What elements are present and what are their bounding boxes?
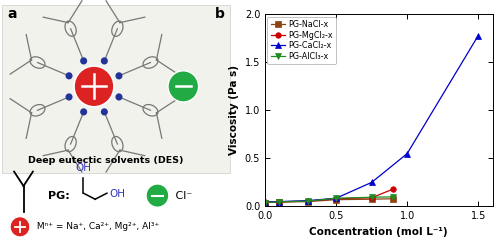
Line: PG-MgCl₂-x: PG-MgCl₂-x	[262, 186, 396, 205]
PG-CaCl₂-x	[476, 34, 482, 37]
PG-AlCl₃-x	[368, 196, 374, 199]
PG-MgCl₂-x	[276, 200, 282, 203]
PG-NaCl-x	[304, 200, 310, 203]
Circle shape	[66, 93, 72, 101]
Circle shape	[80, 57, 87, 65]
Legend: PG-NaCl-x, PG-MgCl₂-x, PG-CaCl₂-x, PG-AlCl₃-x: PG-NaCl-x, PG-MgCl₂-x, PG-CaCl₂-x, PG-Al…	[268, 17, 336, 64]
PG-CaCl₂-x	[333, 197, 339, 200]
Circle shape	[116, 93, 122, 101]
Text: OH: OH	[76, 163, 92, 173]
Circle shape	[101, 57, 108, 65]
PG-NaCl-x	[390, 197, 396, 200]
Line: PG-AlCl₃-x: PG-AlCl₃-x	[262, 194, 396, 205]
PG-AlCl₃-x	[390, 195, 396, 198]
PG-CaCl₂-x	[404, 152, 410, 155]
FancyBboxPatch shape	[2, 5, 230, 173]
PG-NaCl-x	[262, 201, 268, 204]
PG-MgCl₂-x	[333, 197, 339, 200]
PG-AlCl₃-x	[333, 197, 339, 200]
PG-MgCl₂-x	[390, 188, 396, 191]
Line: PG-CaCl₂-x: PG-CaCl₂-x	[262, 33, 481, 205]
Circle shape	[74, 66, 114, 107]
Circle shape	[80, 108, 87, 115]
X-axis label: Concentration (mol L⁻¹): Concentration (mol L⁻¹)	[310, 227, 448, 237]
Text: Cl⁻: Cl⁻	[172, 191, 192, 201]
PG-MgCl₂-x	[304, 200, 310, 203]
PG-CaCl₂-x	[368, 181, 374, 184]
PG-AlCl₃-x	[262, 201, 268, 204]
Circle shape	[66, 72, 72, 79]
PG-CaCl₂-x	[276, 200, 282, 203]
Circle shape	[10, 217, 30, 237]
Circle shape	[168, 71, 198, 102]
Text: OH: OH	[110, 189, 126, 199]
Text: Mⁿ⁺ = Na⁺, Ca²⁺, Mg²⁺, Al³⁺: Mⁿ⁺ = Na⁺, Ca²⁺, Mg²⁺, Al³⁺	[34, 222, 160, 231]
PG-AlCl₃-x	[276, 200, 282, 203]
PG-NaCl-x	[333, 198, 339, 201]
Circle shape	[116, 72, 122, 79]
Y-axis label: Viscosity (Pa s): Viscosity (Pa s)	[229, 65, 239, 156]
PG-MgCl₂-x	[262, 201, 268, 204]
PG-NaCl-x	[368, 198, 374, 201]
PG-AlCl₃-x	[304, 200, 310, 203]
Circle shape	[101, 108, 108, 115]
PG-MgCl₂-x	[368, 196, 374, 199]
PG-CaCl₂-x	[304, 199, 310, 202]
Text: Deep eutectic solvents (DES): Deep eutectic solvents (DES)	[28, 156, 184, 165]
Text: a: a	[7, 7, 16, 21]
Text: b: b	[215, 7, 225, 21]
Line: PG-NaCl-x: PG-NaCl-x	[262, 196, 396, 205]
Circle shape	[146, 184, 169, 207]
Text: PG:: PG:	[48, 191, 70, 201]
PG-CaCl₂-x	[262, 201, 268, 204]
PG-NaCl-x	[276, 201, 282, 204]
